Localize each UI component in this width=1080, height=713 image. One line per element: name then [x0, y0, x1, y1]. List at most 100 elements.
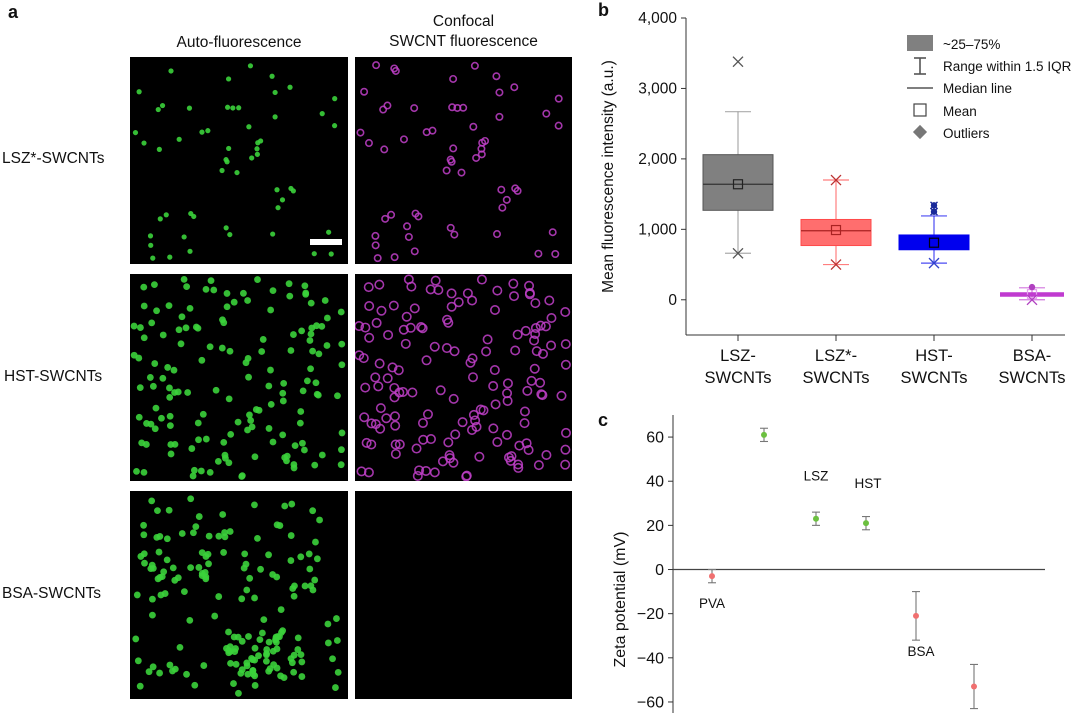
- cell: [449, 74, 458, 83]
- cell: [190, 466, 198, 474]
- cell: [307, 330, 315, 338]
- cell: [489, 305, 500, 316]
- cell: [475, 404, 486, 415]
- outlier-dot: [1028, 283, 1036, 291]
- cell: [443, 437, 454, 448]
- row-label-bsa: BSA-SWCNTs: [2, 585, 102, 602]
- y-tick-label: 60: [646, 430, 664, 447]
- cell: [338, 340, 346, 348]
- cell: [186, 105, 193, 111]
- cell: [170, 366, 178, 374]
- cell: [161, 590, 169, 597]
- cell: [530, 328, 541, 339]
- cell: [318, 451, 326, 459]
- cell: [158, 573, 166, 580]
- legend-entry: Mean: [943, 104, 977, 119]
- micrograph-lsz-auto: [130, 57, 348, 264]
- cell: [259, 336, 267, 343]
- cell: [312, 379, 320, 387]
- cell: [316, 516, 323, 524]
- cell: [371, 231, 380, 240]
- cell: [242, 560, 250, 568]
- cell: [289, 585, 297, 592]
- cell: [448, 103, 457, 112]
- cell: [269, 438, 277, 446]
- cell: [328, 251, 334, 257]
- cell: [223, 157, 229, 163]
- cell: [315, 350, 323, 358]
- cell: [220, 438, 228, 446]
- cell: [251, 594, 258, 602]
- cell: [188, 210, 194, 217]
- data-point: [709, 573, 715, 580]
- cell: [227, 431, 235, 438]
- point-label: DNA: [960, 711, 989, 713]
- cell: [535, 320, 546, 331]
- cell: [311, 461, 319, 469]
- cell: [181, 588, 188, 596]
- cell: [190, 529, 197, 537]
- cell: [222, 454, 229, 462]
- cell: [371, 317, 382, 328]
- row-label-lsz: LSZ*-SWCNTs: [2, 150, 105, 167]
- legend-entry: ~25–75%: [943, 37, 1000, 52]
- cell: [269, 287, 277, 295]
- cell: [461, 471, 472, 481]
- cell: [374, 279, 385, 290]
- cell: [148, 319, 156, 327]
- cell: [171, 665, 179, 673]
- cell: [151, 360, 159, 367]
- y-tick-label: −60: [637, 694, 664, 711]
- cell: [136, 89, 142, 95]
- cell: [178, 530, 186, 537]
- cell: [364, 332, 375, 343]
- cell: [383, 329, 394, 340]
- cell: [388, 300, 399, 311]
- cell: [280, 379, 288, 387]
- cell: [230, 105, 236, 111]
- cell: [546, 313, 557, 324]
- cell: [398, 386, 409, 397]
- point-label: BSA: [907, 644, 934, 659]
- cell: [482, 334, 493, 345]
- cell: [133, 467, 140, 475]
- cell: [177, 340, 185, 348]
- cell: [290, 668, 298, 676]
- cell: [373, 254, 382, 263]
- cell: [446, 288, 457, 299]
- cell: [358, 353, 369, 364]
- cell: [476, 274, 487, 285]
- cell: [513, 462, 524, 473]
- cell: [287, 557, 295, 564]
- cell: [270, 661, 278, 669]
- cell: [247, 63, 254, 69]
- cell: [230, 298, 238, 306]
- cell: [299, 439, 306, 447]
- cell: [220, 549, 227, 556]
- cell: [471, 421, 482, 432]
- cell: [530, 298, 541, 309]
- micrograph-hst-auto: [130, 274, 348, 481]
- cell: [130, 322, 138, 330]
- cell: [245, 373, 252, 381]
- cell: [205, 532, 213, 540]
- cell: [338, 446, 345, 454]
- cell: [551, 250, 560, 259]
- cell: [140, 302, 148, 310]
- y-tick-label: 4,000: [638, 10, 677, 27]
- cell: [323, 314, 331, 322]
- cell: [148, 497, 156, 505]
- cell: [243, 659, 251, 667]
- cell: [140, 469, 148, 476]
- cell: [540, 321, 551, 332]
- cell: [390, 448, 401, 459]
- cell: [524, 280, 535, 291]
- cell: [166, 384, 173, 392]
- cell: [258, 348, 266, 355]
- cell: [360, 382, 371, 393]
- cell: [442, 166, 451, 175]
- cell: [390, 64, 399, 73]
- cell: [279, 431, 287, 439]
- cell: [417, 418, 428, 429]
- cell: [182, 324, 190, 332]
